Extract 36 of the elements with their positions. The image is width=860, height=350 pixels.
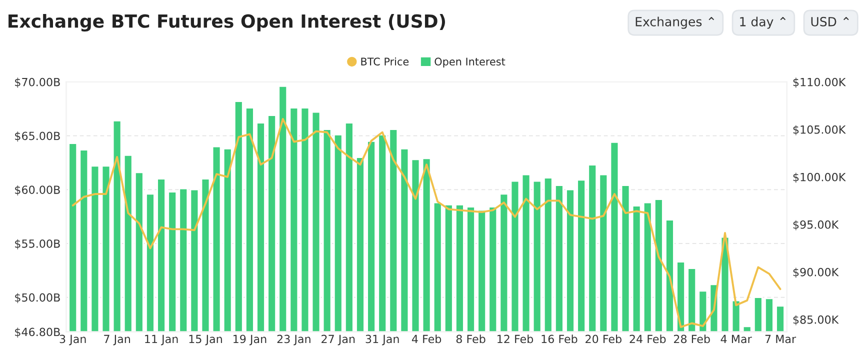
x-tick-label: 4 Mar (720, 334, 752, 344)
x-tick-label: 28 Feb (674, 334, 710, 344)
x-tick-label: 12 Feb (498, 334, 534, 344)
y2-tick-label: $100.00K (793, 172, 846, 183)
y2-tick-label: $90.00K (793, 268, 839, 278)
x-tick-label: 3 Jan (60, 334, 86, 346)
x-tick-label: 11 Jan (145, 334, 178, 346)
x-tick-label: 8 Feb (456, 334, 486, 344)
x-tick-label: 20 Feb (586, 334, 622, 344)
x-tick-label: 15 Jan (189, 334, 222, 346)
text: Exchanges ⌃ (636, 16, 714, 29)
x-tick-label: 4 Feb (412, 334, 442, 344)
y-tick-label: $65.00B (15, 132, 60, 142)
x-tick-label: 7 Mar (765, 334, 796, 344)
y-tick-label: $46.80B (15, 328, 60, 338)
x-tick-label: 24 Feb (630, 334, 666, 344)
y-tick-label: $50.00B (15, 293, 60, 304)
x-tick-label: 16 Feb (542, 334, 578, 344)
x-tick-label: 7 Jan (104, 334, 130, 346)
chart-title: Exchange BTC Futures Open Interest (USD) (8, 14, 446, 32)
y-tick-label: $70.00B (15, 78, 60, 88)
x-tick-label: 19 Jan (234, 334, 266, 346)
x-tick-label: 27 Jan (322, 334, 355, 346)
y2-tick-label: $95.00K (793, 220, 839, 230)
y-tick-label: $55.00B (15, 239, 60, 250)
x-tick-label: 23 Jan (277, 334, 310, 346)
y-tick-label: $60.00B (15, 185, 60, 196)
x-tick-label: 31 Jan (366, 334, 399, 346)
y2-tick-label: $110.00K (793, 78, 846, 88)
line-series (72, 118, 782, 328)
y2-tick-label: $105.00K (793, 125, 846, 136)
legend-label: Open Interest (434, 58, 506, 68)
text: 1 day ⌃ (740, 16, 786, 29)
y2-tick-label: $85.00K (793, 315, 839, 326)
text: USD ⌃ (811, 16, 849, 26)
legend-label: BTC Price (361, 57, 409, 66)
